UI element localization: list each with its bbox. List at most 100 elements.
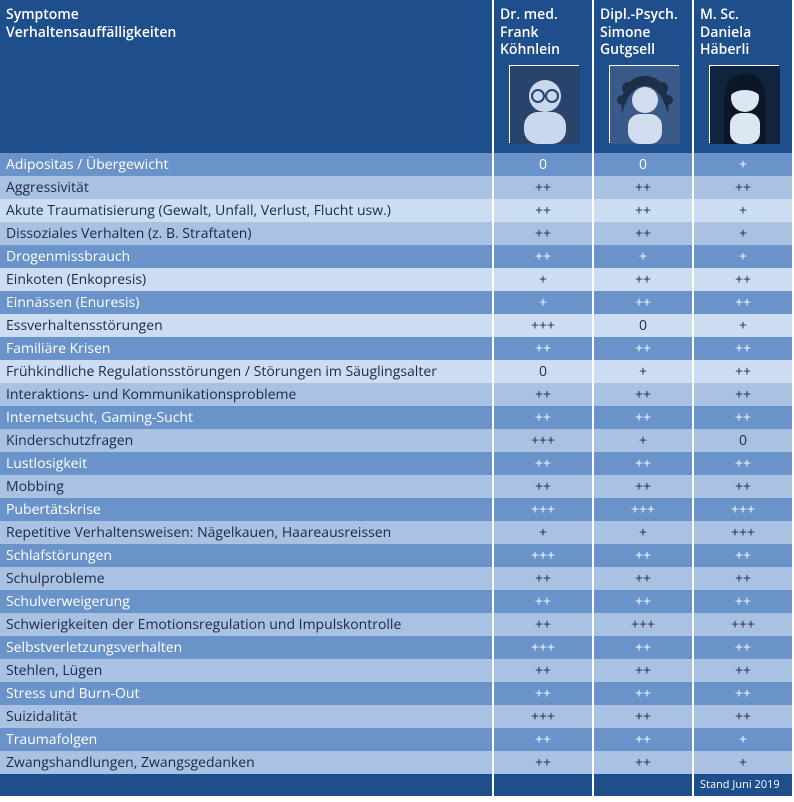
table-row: Interaktions- und Kommunikationsprobleme… xyxy=(0,383,794,406)
value-cell: ++ xyxy=(694,268,794,291)
value-cell: 0 xyxy=(594,314,694,337)
value-cell: ++ xyxy=(594,544,694,567)
value-cell: ++ xyxy=(594,636,694,659)
value-cell: 0 xyxy=(594,153,694,176)
person-last: Häberli xyxy=(700,40,749,59)
symptom-cell: Kinderschutzfragen xyxy=(0,429,494,452)
symptom-cell: Zwangshandlungen, Zwangsgedanken xyxy=(0,751,494,774)
person-first: Simone xyxy=(600,23,650,42)
symptom-cell: Traumafolgen xyxy=(0,728,494,751)
symptom-cell: Mobbing xyxy=(0,475,494,498)
value-cell: + xyxy=(694,153,794,176)
symptom-cell: Aggressivität xyxy=(0,176,494,199)
header-person-0: Dr. med. Frank Köhnlein xyxy=(494,0,594,153)
value-cell: +++ xyxy=(494,498,594,521)
symptom-cell: Frühkindliche Regulationsstörungen / Stö… xyxy=(0,360,494,383)
person-photo-1 xyxy=(609,65,679,143)
table-row: Kinderschutzfragen++++0 xyxy=(0,429,794,452)
person-photo-0 xyxy=(509,65,579,143)
table-row: Frühkindliche Regulationsstörungen / Stö… xyxy=(0,360,794,383)
value-cell: ++ xyxy=(494,682,594,705)
value-cell: ++ xyxy=(694,452,794,475)
value-cell: ++ xyxy=(594,337,694,360)
value-cell: ++ xyxy=(694,590,794,613)
table-row: Pubertätskrise+++++++++ xyxy=(0,498,794,521)
header-person-2: M. Sc. Daniela Häberli xyxy=(694,0,794,153)
value-cell: + xyxy=(594,360,694,383)
table-row: Schwierigkeiten der Emotionsregulation u… xyxy=(0,613,794,636)
value-cell: + xyxy=(694,314,794,337)
symptom-cell: Repetitive Verhaltensweisen: Nägelkauen,… xyxy=(0,521,494,544)
symptom-cell: Schulprobleme xyxy=(0,567,494,590)
symptom-cell: Akute Traumatisierung (Gewalt, Unfall, V… xyxy=(0,199,494,222)
table-row: Internetsucht, Gaming-Sucht++++++ xyxy=(0,406,794,429)
value-cell: 0 xyxy=(694,429,794,452)
value-cell: ++ xyxy=(594,268,694,291)
header-symptom-l2: Verhaltensauffälligkeiten xyxy=(6,23,176,42)
person-photo-wrap xyxy=(700,65,788,143)
value-cell: ++ xyxy=(594,728,694,751)
footer-cell-2 xyxy=(594,774,694,796)
table-footer: Stand Juni 2019 xyxy=(0,774,794,796)
value-cell: ++ xyxy=(694,360,794,383)
value-cell: +++ xyxy=(494,429,594,452)
value-cell: ++ xyxy=(694,383,794,406)
value-cell: +++ xyxy=(594,613,694,636)
symptom-cell: Familiäre Krisen xyxy=(0,337,494,360)
value-cell: ++ xyxy=(594,383,694,406)
table-header: Symptome Verhaltensauffälligkeiten Dr. m… xyxy=(0,0,794,153)
value-cell: ++ xyxy=(694,659,794,682)
person-title: Dipl.-Psych. xyxy=(600,5,678,24)
value-cell: ++ xyxy=(494,406,594,429)
value-cell: ++ xyxy=(494,613,594,636)
person-photo-wrap xyxy=(600,65,688,143)
value-cell: ++ xyxy=(694,176,794,199)
symptom-cell: Selbstverletzungsverhalten xyxy=(0,636,494,659)
symptom-cell: Einnässen (Enuresis) xyxy=(0,291,494,314)
value-cell: ++ xyxy=(494,659,594,682)
value-cell: ++ xyxy=(594,199,694,222)
value-cell: + xyxy=(594,521,694,544)
person-first: Daniela xyxy=(700,23,751,42)
person-photo-wrap xyxy=(500,65,588,143)
symptom-cell: Suizidalität xyxy=(0,705,494,728)
value-cell: + xyxy=(594,429,694,452)
symptom-cell: Stehlen, Lügen xyxy=(0,659,494,682)
value-cell: ++ xyxy=(494,728,594,751)
table-row: Traumafolgen+++++ xyxy=(0,728,794,751)
value-cell: 0 xyxy=(494,153,594,176)
person-first: Frank xyxy=(500,23,539,42)
symptom-cell: Internetsucht, Gaming-Sucht xyxy=(0,406,494,429)
value-cell: ++ xyxy=(594,590,694,613)
value-cell: + xyxy=(694,222,794,245)
value-cell: ++ xyxy=(494,567,594,590)
table-row: Schulprobleme++++++ xyxy=(0,567,794,590)
value-cell: + xyxy=(494,291,594,314)
value-cell: + xyxy=(494,268,594,291)
value-cell: ++ xyxy=(694,705,794,728)
table-row: Drogenmissbrauch++++ xyxy=(0,245,794,268)
table-row: Stress und Burn-Out++++++ xyxy=(0,682,794,705)
value-cell: + xyxy=(494,521,594,544)
value-cell: ++ xyxy=(494,222,594,245)
value-cell: +++ xyxy=(494,314,594,337)
symptom-cell: Interaktions- und Kommunikationsprobleme xyxy=(0,383,494,406)
header-person-1: Dipl.-Psych. Simone Gutgsell xyxy=(594,0,694,153)
symptom-cell: Dissoziales Verhalten (z. B. Straftaten) xyxy=(0,222,494,245)
value-cell: +++ xyxy=(694,521,794,544)
value-cell: +++ xyxy=(594,498,694,521)
value-cell: ++ xyxy=(594,682,694,705)
value-cell: ++ xyxy=(494,452,594,475)
symptom-cell: Schulverweigerung xyxy=(0,590,494,613)
table-row: Einkoten (Enkopresis)+++++ xyxy=(0,268,794,291)
table-row: Dissoziales Verhalten (z. B. Straftaten)… xyxy=(0,222,794,245)
value-cell: ++ xyxy=(494,176,594,199)
symptom-cell: Drogenmissbrauch xyxy=(0,245,494,268)
value-cell: ++ xyxy=(494,383,594,406)
value-cell: ++ xyxy=(494,590,594,613)
symptom-cell: Stress und Burn-Out xyxy=(0,682,494,705)
value-cell: + xyxy=(694,728,794,751)
symptom-cell: Adipositas / Übergewicht xyxy=(0,153,494,176)
value-cell: ++ xyxy=(494,245,594,268)
value-cell: +++ xyxy=(694,498,794,521)
